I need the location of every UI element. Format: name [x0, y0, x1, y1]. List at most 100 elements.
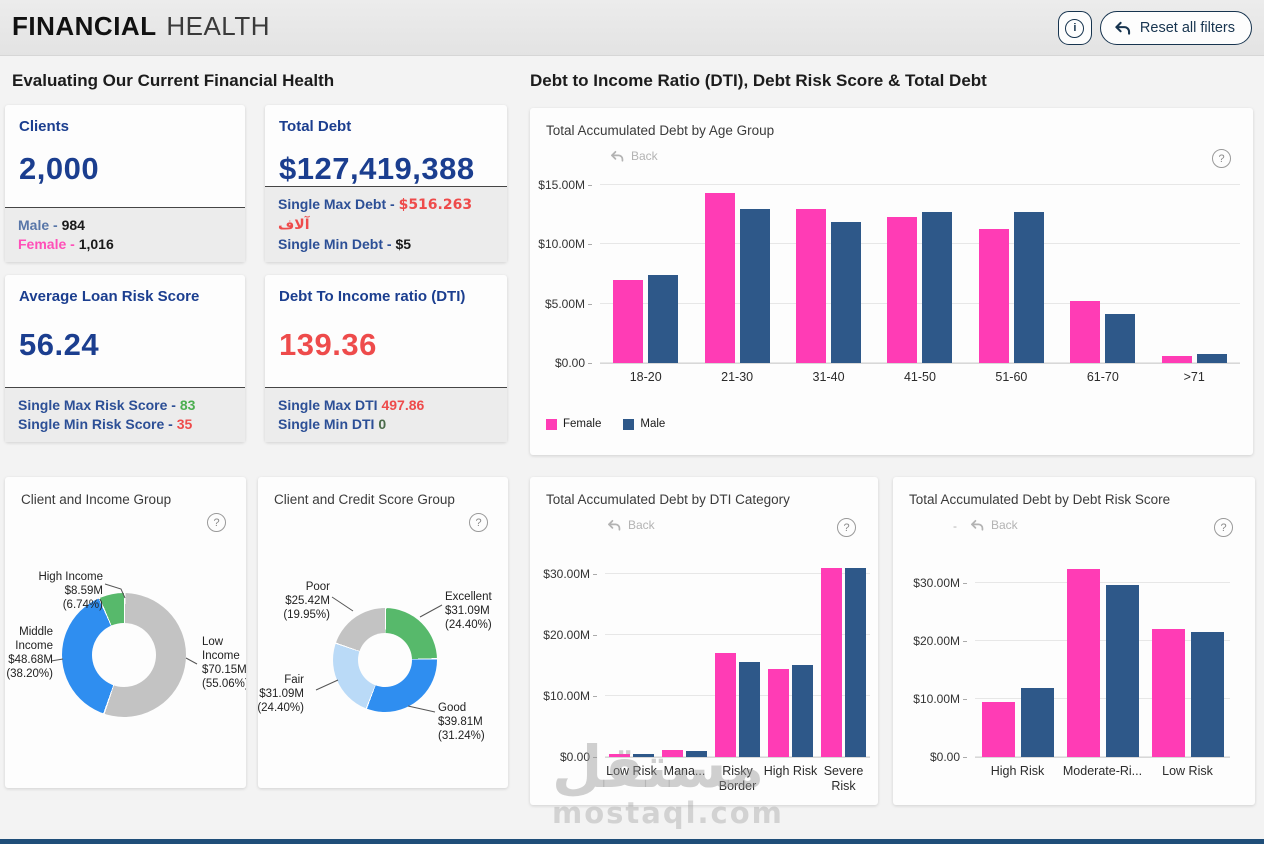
bars-row: Low Risk Mana... Risky Border High Risk Seve…	[605, 558, 870, 793]
male-bar[interactable]	[739, 662, 760, 757]
y-axis-tick: $10.00M	[905, 692, 967, 706]
female-bar[interactable]	[1161, 355, 1192, 363]
help-icon[interactable]: ?	[469, 513, 488, 532]
legend-swatch	[623, 418, 635, 430]
page-title: FINANCIAL HEALTH	[12, 11, 270, 42]
male-bar[interactable]	[1105, 314, 1136, 363]
help-icon[interactable]: ?	[837, 518, 856, 537]
kpi-subtext: Single Max Risk Score - 83 Single Min Ri…	[5, 387, 245, 442]
male-bar[interactable]	[1020, 687, 1054, 757]
back-button[interactable]: Back	[607, 518, 655, 532]
female-bar[interactable]	[768, 669, 789, 757]
female-bar[interactable]	[1151, 628, 1185, 757]
y-axis-tick: $10.00M	[535, 689, 597, 703]
x-axis-label: 41-50	[903, 370, 936, 384]
sub-label: Single Max DTI	[278, 397, 378, 413]
page-title-bold: FINANCIAL	[12, 11, 157, 41]
male-bar[interactable]	[831, 221, 862, 363]
female-bar[interactable]	[796, 208, 827, 363]
donut-hole	[92, 623, 156, 687]
male-bar[interactable]	[633, 753, 654, 757]
female-bar[interactable]	[609, 753, 630, 757]
income-group-donut[interactable]	[62, 593, 186, 717]
donut-hole	[358, 633, 412, 687]
sub-label: Single Max Risk Score -	[18, 397, 176, 413]
credit-score-donut[interactable]	[333, 608, 437, 712]
kpi-subtext: Male - 984 Female - 1,016	[5, 207, 245, 262]
help-icon[interactable]: ?	[1214, 518, 1233, 537]
kpi-title: Debt To Income ratio (DTI)	[279, 288, 466, 305]
donut-label-fair: Fair $31.09M (24.40%)	[258, 674, 304, 714]
sub-label: Single Min DTI	[278, 416, 375, 432]
kpi-subtext: Single Max DTI 497.86 Single Min DTI 0	[265, 387, 507, 442]
gridline	[600, 243, 1240, 245]
bar-group: 61-70	[1070, 185, 1136, 384]
male-bar[interactable]	[686, 750, 707, 757]
sub-value: 83	[179, 397, 196, 413]
x-axis-label: Risky Border	[718, 764, 757, 793]
gridline	[975, 697, 1230, 699]
kpi-title: Clients	[19, 118, 70, 135]
sub-value: 1,016	[78, 236, 114, 252]
bar-group: Low Risk	[1151, 558, 1224, 778]
male-bar[interactable]	[845, 568, 866, 757]
bar-group: Low Risk	[606, 558, 657, 778]
back-label: Back	[628, 518, 655, 532]
bars-row: High Risk Moderate-Ri... Low Risk	[975, 558, 1230, 778]
sub-value: $516.263 آلاف	[278, 197, 473, 233]
x-axis-label: Low Risk	[606, 764, 657, 778]
male-bar[interactable]	[1190, 631, 1224, 757]
y-axis-tick: $0.00	[535, 750, 597, 764]
help-icon[interactable]: ?	[1212, 149, 1231, 168]
female-bar[interactable]	[662, 749, 683, 757]
x-axis-label: >71	[1183, 370, 1205, 384]
male-bar[interactable]	[792, 665, 813, 757]
bar-group: High Risk	[981, 558, 1054, 778]
footer-accent-bar	[0, 839, 1264, 844]
legend-item-female[interactable]: Female	[546, 418, 601, 430]
chart-title: Total Accumulated Debt by DTI Category	[546, 492, 790, 507]
bar-group: Risky Border	[715, 558, 760, 793]
female-bar[interactable]	[887, 217, 918, 363]
male-bar[interactable]	[1013, 212, 1044, 363]
debt-risk-score-plot: $0.00 $10.00M $20.00M $30.00M High Risk Moder…	[913, 558, 1230, 778]
female-bar[interactable]	[1066, 569, 1100, 757]
back-button[interactable]: Back	[610, 149, 658, 163]
y-axis-tick: $5.00M	[530, 297, 592, 311]
age-group-plot: $0.00 $5.00M $10.00M $15.00M 18-20 21-30 31-40…	[538, 178, 1240, 384]
bar-group: Moderate-Ri...	[1063, 558, 1142, 778]
donut-label-low-income: Low Income $70.15M (55.06%)	[202, 636, 246, 690]
legend-label: Male	[640, 418, 666, 430]
x-axis-label: Mana...	[663, 764, 706, 778]
legend-item-male[interactable]: Male	[623, 418, 665, 430]
female-bar[interactable]	[715, 653, 736, 757]
chart-card-debt-risk-score: - Total Accumulated Debt by Debt Risk Sc…	[893, 477, 1255, 805]
male-bar[interactable]	[922, 212, 953, 363]
male-bar[interactable]	[648, 275, 679, 363]
male-bar[interactable]	[1196, 353, 1227, 363]
sub-label: Single Min Risk Score -	[18, 416, 173, 432]
donut-label-good: Good $39.81M (31.24%)	[438, 702, 485, 742]
bar-group: >71	[1161, 185, 1227, 384]
male-bar[interactable]	[739, 208, 770, 363]
female-bar[interactable]	[704, 193, 735, 363]
female-bar[interactable]	[981, 701, 1015, 757]
legend-swatch	[546, 418, 557, 430]
gridline	[975, 639, 1230, 641]
donut-label-middle-income: Middle Income $48.68M (38.20%)	[6, 626, 53, 680]
female-bar[interactable]	[1070, 301, 1101, 363]
male-bar[interactable]	[1105, 584, 1139, 757]
help-icon[interactable]: ?	[207, 513, 226, 532]
female-bar[interactable]	[978, 228, 1009, 363]
info-button[interactable]: i	[1057, 11, 1092, 45]
x-axis-label: High Risk	[763, 764, 818, 778]
y-axis-tick: $30.00M	[535, 567, 597, 581]
gridline	[600, 184, 1240, 185]
sub-label: Single Max Debt -	[278, 196, 395, 212]
female-bar[interactable]	[821, 568, 842, 757]
reset-filters-button[interactable]: Reset all filters	[1099, 11, 1252, 45]
chart-title: Client and Income Group	[21, 492, 172, 507]
back-button[interactable]: Back	[970, 518, 1018, 532]
female-bar[interactable]	[613, 279, 644, 363]
x-axis-label: Severe Risk	[823, 764, 864, 793]
